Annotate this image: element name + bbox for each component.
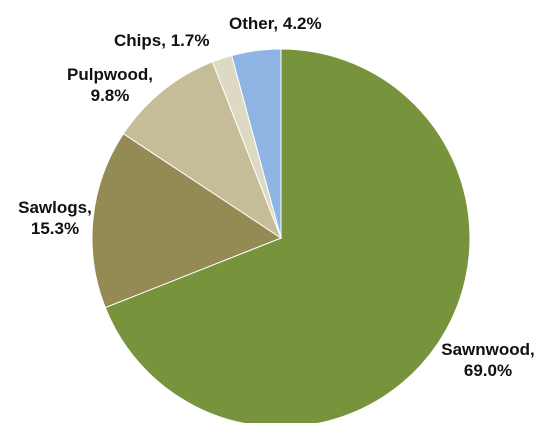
data-label-name: Sawnwood: [441, 340, 530, 359]
pie-slice-sawlogs: [91, 133, 283, 309]
data-label-separator: ,: [530, 340, 535, 359]
pie-slice-sawnwood: [104, 48, 471, 428]
data-label-value: 1.7%: [171, 31, 210, 50]
data-label-separator: ,: [273, 14, 282, 33]
data-label-value: 9.8%: [91, 86, 130, 105]
labels-layer: Sawnwood, 69.0% Sawlogs, 15.3% Pulpwood, 9.8%…: [18, 14, 535, 380]
data-label-name: Other: [229, 14, 275, 33]
data-label-name: Sawlogs: [18, 198, 87, 217]
data-label-pulpwood: Pulpwood, 9.8%: [67, 65, 153, 105]
data-label-separator: ,: [87, 198, 92, 217]
data-label-sawnwood: Sawnwood, 69.0%: [441, 340, 535, 380]
pie-slice-other: [231, 48, 282, 239]
data-label-separator: ,: [161, 31, 170, 50]
data-label-separator: ,: [148, 65, 153, 84]
pie-slice-pulpwood: [122, 61, 283, 240]
data-label-name: Chips: [114, 31, 161, 50]
data-label-value: 4.2%: [283, 14, 322, 33]
data-label-name: Pulpwood: [67, 65, 148, 84]
data-label-value: 69.0%: [464, 361, 512, 380]
slices-layer: [91, 48, 471, 428]
data-label-other: Other, 4.2%: [229, 14, 322, 33]
data-label-value: 15.3%: [31, 219, 79, 238]
data-label-sawlogs: Sawlogs, 15.3%: [18, 198, 92, 238]
data-label-chips: Chips, 1.7%: [114, 31, 209, 50]
